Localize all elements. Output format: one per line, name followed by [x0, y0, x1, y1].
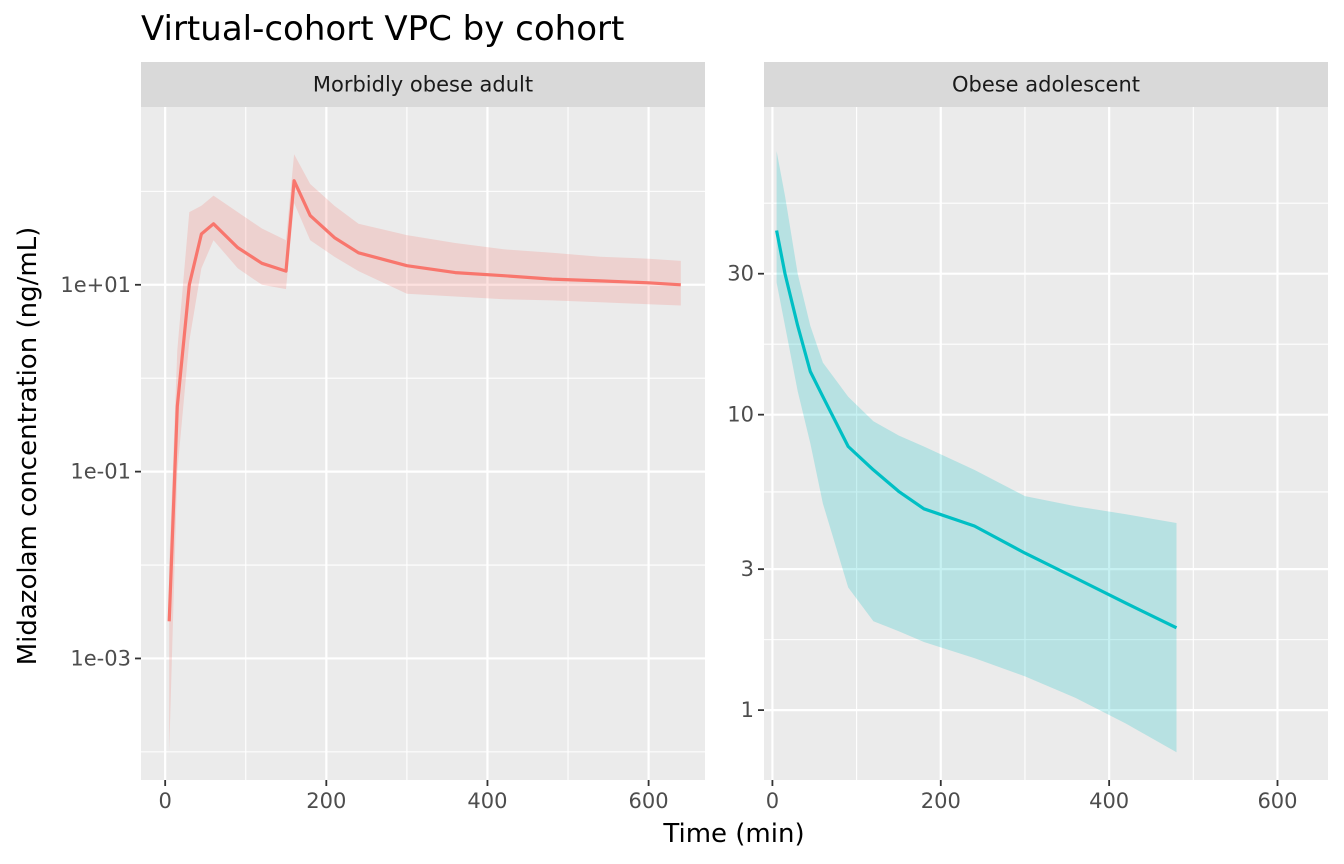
panel-background [141, 107, 705, 780]
median-line [775, 230, 1178, 630]
y-tick-label: 1e-03 [70, 646, 131, 670]
x-tick-label: 400 [1089, 789, 1129, 813]
facet-strip-label: Morbidly obese adult [313, 73, 533, 97]
facet-panel: Obese adolescent 0 200 400 600 1 3 10 30 [727, 62, 1328, 813]
y-tick-label: 30 [727, 262, 754, 286]
chart-title: Virtual-cohort VPC by cohort [141, 9, 624, 49]
x-tick-label: 600 [1257, 789, 1297, 813]
panel-background [764, 107, 1328, 780]
x-tick-label: 200 [306, 789, 346, 813]
y-tick-label: 1e+01 [60, 273, 131, 297]
y-tick-label: 1e-01 [70, 460, 131, 484]
x-tick-label: 0 [766, 789, 779, 813]
facet-strip [141, 62, 705, 107]
facet-strip [764, 62, 1328, 107]
y-tick-label: 1 [741, 698, 754, 722]
y-tick-label: 10 [727, 403, 754, 427]
prediction-interval-ribbon [169, 154, 681, 752]
x-tick-label: 200 [921, 789, 961, 813]
x-axis-title: Time (min) [662, 819, 804, 849]
y-tick-label: 3 [741, 557, 754, 581]
facet-panels: Morbidly obese adult 0 200 400 600 1e-03 1e-01… [60, 62, 1328, 813]
facet-panel: Morbidly obese adult 0 200 400 600 1e-03 1e-01… [60, 62, 705, 813]
y-axis-title: Midazolam concentration (ng/mL) [13, 227, 43, 666]
x-tick-label: 0 [158, 789, 171, 813]
x-tick-label: 400 [467, 789, 507, 813]
facet-strip-label: Obese adolescent [952, 73, 1140, 97]
prediction-interval-ribbon [776, 151, 1177, 753]
median-line [167, 179, 681, 622]
x-tick-label: 600 [629, 789, 669, 813]
